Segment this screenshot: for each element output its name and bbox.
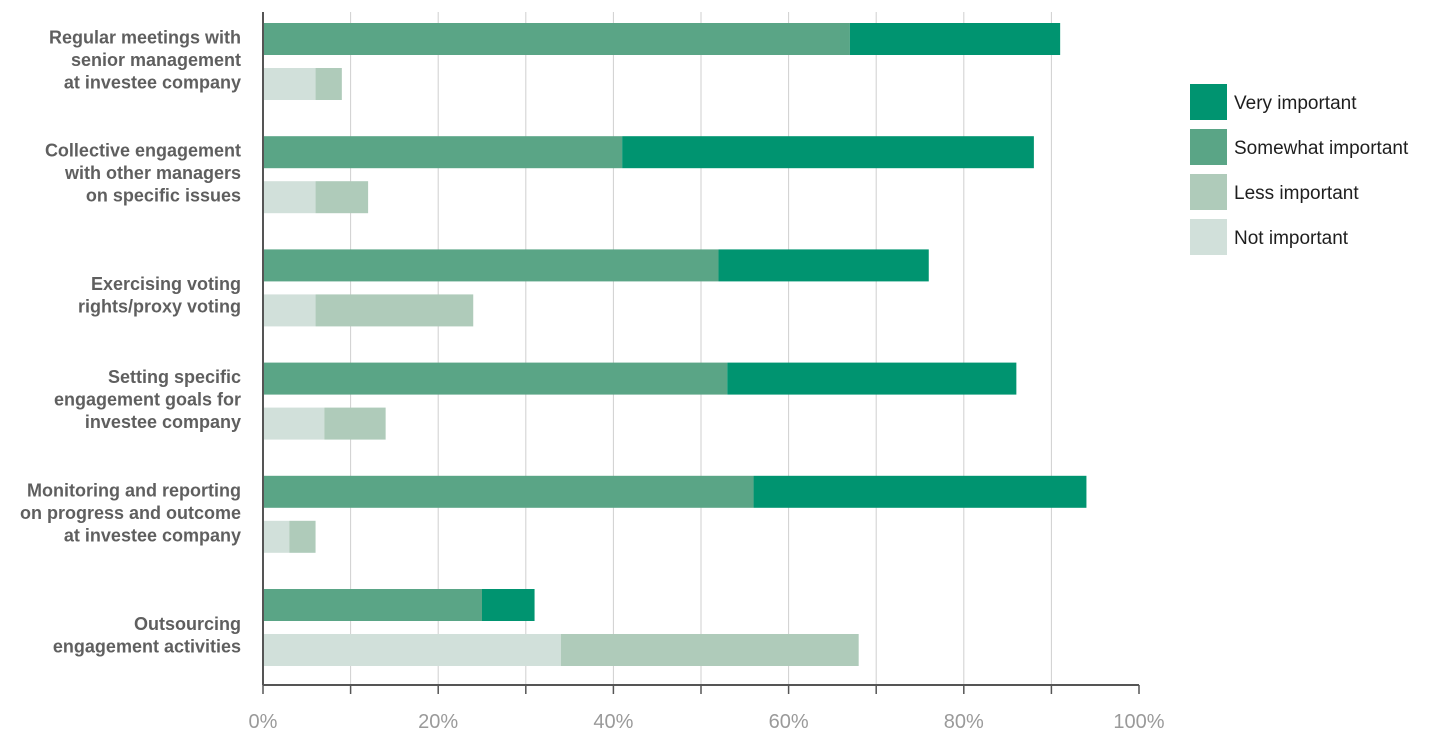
bar-segment-somewhat-important [263, 475, 754, 508]
bar-segment-not-important [263, 68, 316, 100]
bar-segment-somewhat-important [263, 589, 482, 621]
category-label-line: investee company [85, 412, 241, 432]
bar-segment-less-important [560, 634, 859, 666]
category-label-line: engagement goals for [54, 390, 241, 410]
category-label-line: Exercising voting [91, 274, 241, 294]
category-label-line: at investee company [64, 73, 241, 93]
legend-label: Not important [1234, 228, 1349, 249]
bar-segment-somewhat-important [263, 136, 623, 169]
bar-segment-not-important [263, 520, 290, 553]
axes [262, 12, 1140, 694]
category-label: Monitoring and reporting on progress and … [20, 480, 241, 545]
category-labels: Regular meetings with senior management at… [20, 28, 241, 657]
x-tick-label: 80% [944, 711, 984, 733]
bar-segment-less-important [289, 520, 316, 553]
category-label-line: on specific issues [86, 186, 241, 206]
bar-segment-somewhat-important [263, 249, 719, 282]
x-tick-label: 0% [249, 711, 278, 733]
legend-swatch [1190, 84, 1227, 120]
bar-segment-very-important [727, 362, 1017, 395]
bar-segment-very-important [482, 589, 535, 621]
bar-segment-not-important [263, 294, 316, 327]
bar-segment-not-important [263, 181, 316, 214]
category-label-line: Collective engagement [45, 141, 241, 161]
x-tick-label: 100% [1113, 711, 1164, 733]
category-label-line: at investee company [64, 525, 241, 545]
category-label-line: Monitoring and reporting [27, 480, 241, 500]
bar-segment-very-important [849, 23, 1061, 55]
legend-label: Less important [1234, 183, 1359, 204]
category-label-line: senior management [71, 50, 241, 70]
legend: Very important Somewhat important Less imp… [1190, 84, 1409, 255]
x-tick-label: 40% [593, 711, 633, 733]
category-label-line: engagement activities [53, 636, 241, 656]
category-label: Outsourcing engagement activities [53, 614, 241, 657]
category-label-line: rights/proxy voting [78, 297, 241, 317]
bars [263, 23, 1087, 666]
bar-segment-not-important [263, 634, 561, 666]
category-label: Setting specific engagement goals for inve… [54, 367, 241, 432]
bar-segment-less-important [324, 407, 386, 440]
legend-swatch [1190, 129, 1227, 165]
category-label-line: with other managers [64, 163, 241, 183]
category-label: Regular meetings with senior management at… [49, 28, 241, 93]
legend-label: Very important [1234, 93, 1357, 114]
bar-segment-somewhat-important [263, 362, 728, 395]
bar-segment-less-important [315, 294, 474, 327]
category-label: Collective engagement with other managers… [45, 141, 241, 206]
x-tick-label: 20% [418, 711, 458, 733]
category-label-line: on progress and outcome [20, 503, 241, 523]
category-label: Exercising voting rights/proxy voting [78, 274, 241, 317]
legend-swatch [1190, 219, 1227, 255]
bar-segment-very-important [753, 475, 1087, 508]
gridlines [350, 12, 1052, 685]
legend-swatch [1190, 174, 1227, 210]
x-tick-labels: 0% 20% 40% 60% 80% 100% [249, 711, 1165, 733]
bar-segment-less-important [315, 181, 369, 214]
x-tick-label: 60% [769, 711, 809, 733]
category-label-line: Outsourcing [134, 614, 241, 634]
legend-label: Somewhat important [1234, 138, 1409, 159]
bar-segment-very-important [718, 249, 929, 282]
category-label-line: Regular meetings with [49, 28, 241, 48]
bar-segment-very-important [622, 136, 1034, 169]
bar-segment-not-important [263, 407, 325, 440]
bar-segment-less-important [315, 68, 342, 100]
category-label-line: Setting specific [108, 367, 241, 387]
bar-segment-somewhat-important [263, 23, 850, 55]
